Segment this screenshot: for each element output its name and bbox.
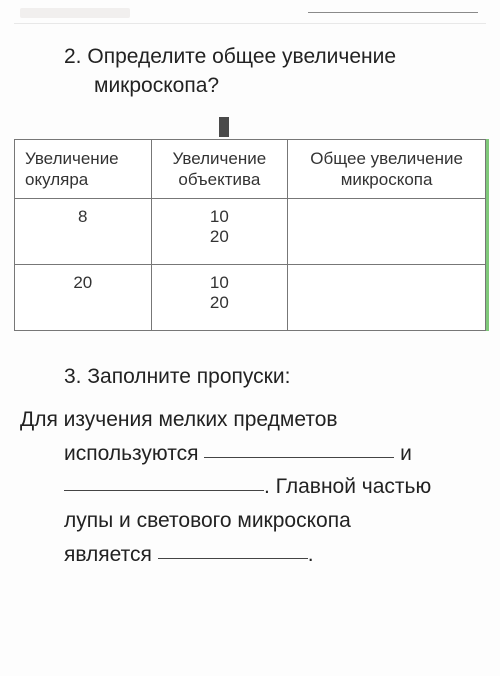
cell-ocular: 20 [15,265,152,331]
question-2-text: Определите общее увеличение микроскопа? [87,45,396,97]
table-row: 8 10 20 [15,199,486,265]
cell-objective-line: 10 [158,207,282,227]
fill-text-fragment: лупы и светового микроскопа [64,509,351,532]
cropped-text-fragment [14,111,486,137]
question-2: 2. Определите общее увеличение микроскоп… [64,42,470,101]
cell-objective-line: 20 [158,227,282,247]
cell-objective-line: 10 [158,273,282,293]
cell-objective-line: 20 [158,293,282,313]
fill-blank-1 [204,437,394,458]
fill-text-fragment: Для изучения мелких предметов [20,408,338,431]
header-total: Общее увеличение микроскопа [288,139,486,199]
cropped-glyph-stub [219,117,229,137]
fill-text-fragment: используются [64,442,198,465]
table-row: 20 10 20 [15,265,486,331]
header-objective: Увеличение объектива [151,139,288,199]
fill-text-fragment: . Главной частью [264,475,431,498]
fill-blank-2 [64,470,264,491]
header-ocular: Увеличение окуляра [15,139,152,199]
question-3-text: Заполните пропуски: [87,365,290,388]
fill-text-fragment: и [400,442,412,465]
fill-text-fragment: является [64,543,152,566]
cell-ocular: 8 [15,199,152,265]
fill-text-fragment: . [308,543,314,566]
table-header-row: Увеличение окуляра Увеличение объектива … [15,139,486,199]
cell-objective: 10 20 [151,265,288,331]
page-top-fragment [14,6,486,24]
cell-total [288,199,486,265]
fill-blank-3 [158,538,308,559]
magnification-table-container: Увеличение окуляра Увеличение объектива … [14,139,486,332]
question-2-number: 2. [64,45,82,68]
fill-in-paragraph: Для изучения мелких предметов используют… [20,403,480,571]
question-3-number: 3. [64,365,82,388]
magnification-table: Увеличение окуляра Увеличение объектива … [14,139,486,332]
question-3: 3. Заполните пропуски: [64,365,470,389]
cell-objective: 10 20 [151,199,288,265]
cell-total [288,265,486,331]
table-right-accent [486,139,489,332]
table-body: 8 10 20 20 10 20 [15,199,486,331]
